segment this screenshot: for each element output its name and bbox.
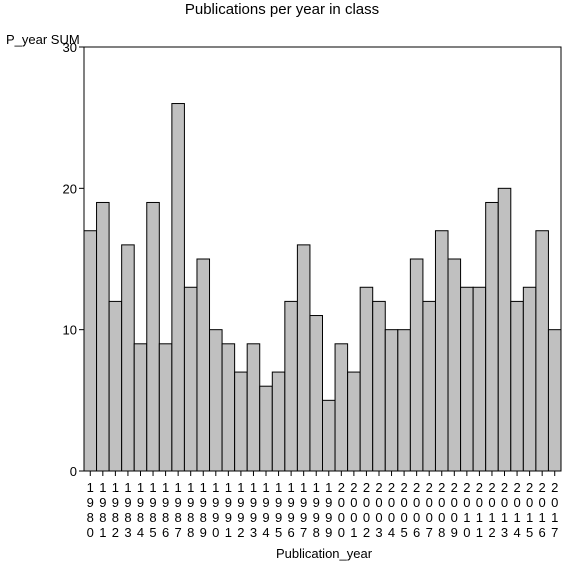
bar-2002 <box>359 286 374 472</box>
bar-1991 <box>221 343 236 472</box>
bar-1984 <box>133 343 148 472</box>
bar-2011 <box>472 286 487 472</box>
y-tick-label-30: 30 <box>63 40 77 55</box>
bar-2003 <box>372 300 386 472</box>
bar-2006 <box>409 258 424 472</box>
bar-1986 <box>158 343 173 472</box>
bar-1994 <box>259 385 273 472</box>
bar-2013 <box>497 187 512 472</box>
y-tick-label-20: 20 <box>63 181 77 196</box>
bar-1982 <box>108 300 123 472</box>
x-axis-ticks: 1 9 8 0 1 9 8 1 1 9 8 2 1 9 8 3 1 9 8 4 1 9 8 5 1 9 8 6 1 9 8 7 1 9 8 8 1 9 8 9… <box>87 471 558 540</box>
y-tick-label-0: 0 <box>70 464 77 479</box>
bar-2014 <box>510 300 524 472</box>
bar-2017 <box>547 329 562 472</box>
bar-1997 <box>296 244 311 472</box>
y-axis-label: P_year SUM <box>6 32 80 47</box>
bar-2005 <box>397 329 411 472</box>
bar-1998 <box>309 315 324 472</box>
y-tick-label-10: 10 <box>63 323 77 338</box>
bar-2012 <box>485 201 499 472</box>
bar-1992 <box>234 371 248 472</box>
y-axis-ticks: 0 10 20 30 <box>63 40 84 479</box>
bar-2015 <box>522 286 537 472</box>
bar-1983 <box>121 244 135 472</box>
bar-2000 <box>334 343 349 472</box>
bar-2007 <box>422 300 436 472</box>
plot-area-frame <box>83 46 562 472</box>
chart-title: Publications per year in class <box>185 1 379 18</box>
bar-1999 <box>322 399 336 472</box>
bar-2008 <box>434 230 449 472</box>
bar-1987 <box>171 103 185 472</box>
bar-1995 <box>271 371 286 472</box>
bar-2010 <box>460 286 474 472</box>
bar-1989 <box>196 258 211 472</box>
bar-2004 <box>384 329 399 472</box>
bar-1981 <box>96 201 110 472</box>
bar-1988 <box>183 286 198 472</box>
bars-layer <box>83 103 562 472</box>
bar-1990 <box>209 329 223 472</box>
bar-1985 <box>146 201 160 472</box>
bar-1980 <box>83 230 98 472</box>
bar-2009 <box>447 258 462 472</box>
bar-2016 <box>535 230 549 472</box>
bar-1993 <box>246 343 261 472</box>
bar-1996 <box>284 300 298 472</box>
bar-2001 <box>347 371 361 472</box>
x-axis-label: Publication_year <box>276 546 373 561</box>
